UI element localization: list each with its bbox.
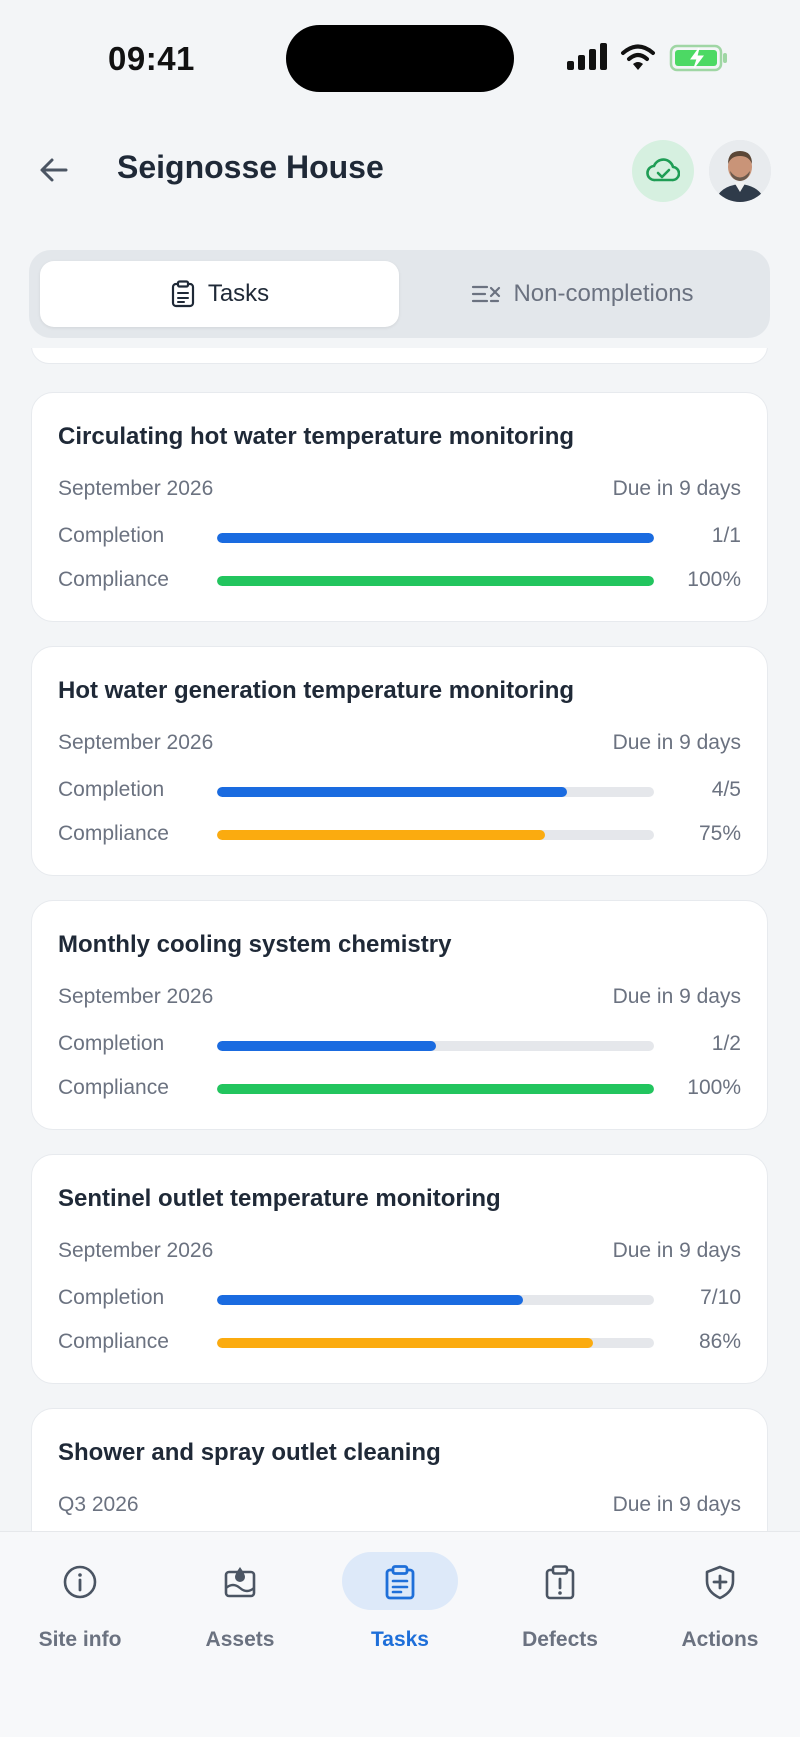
task-period: Q3 2026 [58, 1493, 139, 1516]
dynamic-island [286, 25, 514, 92]
compliance-bar [217, 1338, 654, 1348]
assets-icon [224, 1567, 256, 1598]
completion-label: Completion [58, 1032, 165, 1055]
header: Seignosse House [0, 125, 800, 215]
info-icon [63, 1565, 97, 1599]
battery-charging-icon [669, 44, 727, 72]
compliance-bar [217, 830, 654, 840]
task-title: Circulating hot water temperature monito… [58, 423, 575, 450]
compliance-value: 75% [698, 822, 741, 845]
completion-label: Completion [58, 524, 165, 547]
task-card[interactable]: Circulating hot water temperature monito… [31, 392, 768, 622]
cloud-check-icon [646, 158, 680, 182]
compliance-label: Compliance [58, 822, 169, 845]
completion-value: 4/5 [711, 778, 741, 801]
segmented-control: Tasks Non-completions [29, 250, 770, 338]
compliance-label: Compliance [58, 1330, 169, 1353]
task-due: Due in 9 days [612, 985, 741, 1008]
nav-item-actions[interactable]: Actions [650, 1552, 790, 1662]
compliance-label: Compliance [58, 1076, 169, 1099]
user-avatar-icon [709, 140, 771, 202]
task-title: Hot water generation temperature monitor… [58, 677, 575, 704]
nav-label: Actions [681, 1628, 759, 1651]
task-due: Due in 9 days [612, 1493, 741, 1516]
compliance-bar [217, 1084, 654, 1094]
page-title: Seignosse House [117, 149, 384, 185]
list-x-icon [472, 285, 501, 303]
tab-non-completions-label: Non-completions [513, 280, 694, 307]
completion-bar-fill [217, 787, 567, 797]
nav-item-site-info[interactable]: Site info [10, 1552, 150, 1662]
status-bar: 09:41 [0, 0, 800, 110]
compliance-value: 100% [687, 1076, 741, 1099]
nav-label: Assets [205, 1628, 275, 1651]
completion-value: 7/10 [700, 1286, 741, 1309]
tab-tasks[interactable]: Tasks [40, 261, 399, 327]
task-due: Due in 9 days [612, 731, 741, 754]
completion-value: 1/2 [711, 1032, 741, 1055]
completion-label: Completion [58, 1286, 165, 1309]
nav-label: Tasks [371, 1628, 429, 1651]
compliance-value: 100% [687, 568, 741, 591]
task-card[interactable]: Shower and spray outlet cleaning Q3 2026… [31, 1408, 768, 1531]
bottom-nav: Site info Assets Tasks Defects [0, 1531, 800, 1737]
completion-bar-fill [217, 1041, 436, 1051]
task-title: Monthly cooling system chemistry [58, 931, 452, 958]
task-due: Due in 9 days [612, 1239, 741, 1262]
compliance-bar-fill [217, 830, 545, 840]
back-arrow-icon[interactable] [36, 152, 72, 188]
task-period: September 2026 [58, 731, 214, 754]
clipboard-icon [171, 280, 194, 308]
tab-non-completions[interactable]: Non-completions [405, 261, 760, 327]
tab-tasks-label: Tasks [207, 280, 270, 307]
compliance-value: 86% [698, 1330, 741, 1353]
task-due: Due in 9 days [612, 477, 741, 500]
clipboard-icon [385, 1565, 415, 1600]
nav-item-assets[interactable]: Assets [170, 1552, 310, 1662]
task-card[interactable]: Monthly cooling system chemistry Septemb… [31, 900, 768, 1130]
task-list[interactable]: Circulating hot water temperature monito… [0, 348, 800, 1531]
completion-bar-fill [217, 1295, 523, 1305]
task-card-partial[interactable] [31, 348, 768, 364]
completion-value: 1/1 [711, 524, 741, 547]
completion-label: Completion [58, 778, 165, 801]
task-card[interactable]: Hot water generation temperature monitor… [31, 646, 768, 876]
compliance-bar-fill [217, 1338, 593, 1348]
avatar[interactable] [709, 140, 771, 202]
wifi-icon [621, 44, 655, 70]
compliance-bar-fill [217, 576, 654, 586]
nav-item-defects[interactable]: Defects [490, 1552, 630, 1662]
completion-bar [217, 1295, 654, 1305]
nav-label: Site info [38, 1628, 122, 1651]
completion-bar [217, 787, 654, 797]
alert-clipboard-icon [545, 1565, 575, 1600]
compliance-label: Compliance [58, 568, 169, 591]
signal-icon [567, 42, 609, 72]
cloud-sync-button[interactable] [632, 140, 694, 202]
status-time: 09:41 [108, 40, 195, 77]
shield-plus-icon [705, 1565, 735, 1600]
nav-label: Defects [522, 1628, 598, 1651]
compliance-bar-fill [217, 1084, 654, 1094]
completion-bar [217, 1041, 654, 1051]
task-period: September 2026 [58, 1239, 214, 1262]
completion-bar [217, 533, 654, 543]
task-card[interactable]: Sentinel outlet temperature monitoring S… [31, 1154, 768, 1384]
task-title: Sentinel outlet temperature monitoring [58, 1185, 501, 1212]
task-title: Shower and spray outlet cleaning [58, 1439, 441, 1466]
completion-bar-fill [217, 533, 654, 543]
task-period: September 2026 [58, 477, 214, 500]
compliance-bar [217, 576, 654, 586]
nav-item-tasks[interactable]: Tasks [330, 1552, 470, 1662]
task-period: September 2026 [58, 985, 214, 1008]
